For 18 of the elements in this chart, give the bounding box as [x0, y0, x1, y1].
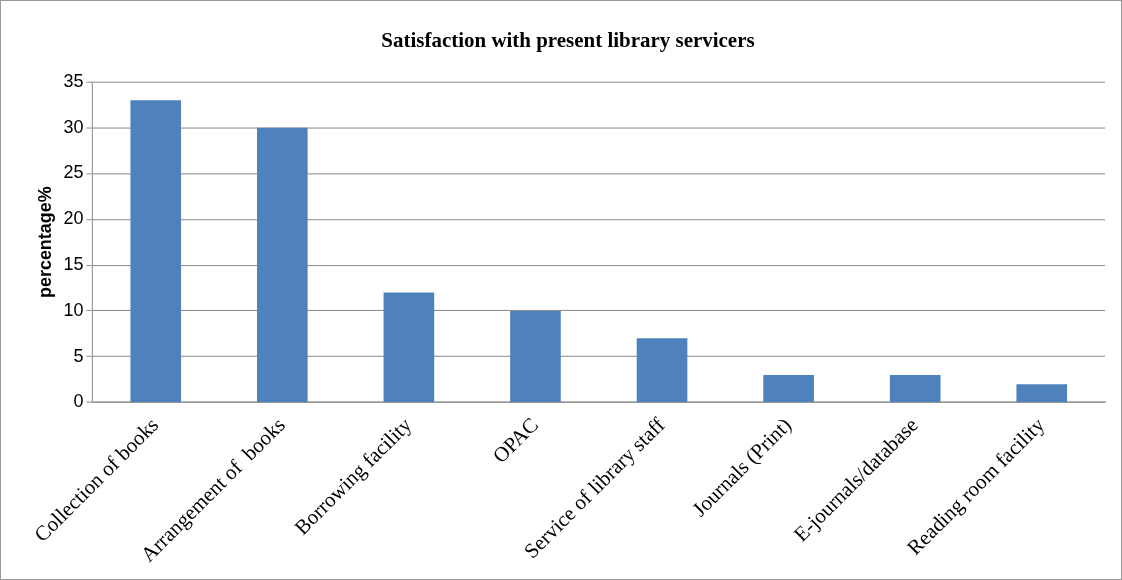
y-tick-label: 25	[63, 162, 84, 183]
y-tick-label: 10	[63, 299, 84, 320]
bar	[130, 100, 182, 402]
y-tick-label: 5	[73, 345, 84, 366]
bar	[510, 310, 561, 402]
y-tick-label: 20	[63, 208, 84, 229]
bar	[383, 292, 435, 402]
y-tick-label: 35	[63, 70, 84, 91]
y-tick-label: 0	[73, 391, 84, 412]
y-tick-label: 30	[63, 116, 84, 137]
y-axis-title: percentage%	[34, 186, 55, 298]
bar	[889, 375, 941, 402]
bar	[763, 375, 814, 402]
bar	[1016, 384, 1068, 402]
bar	[257, 127, 308, 402]
y-tick-label: 15	[63, 254, 84, 275]
bar	[636, 338, 688, 402]
chart-title: Satisfaction with present library servicers	[381, 27, 755, 52]
